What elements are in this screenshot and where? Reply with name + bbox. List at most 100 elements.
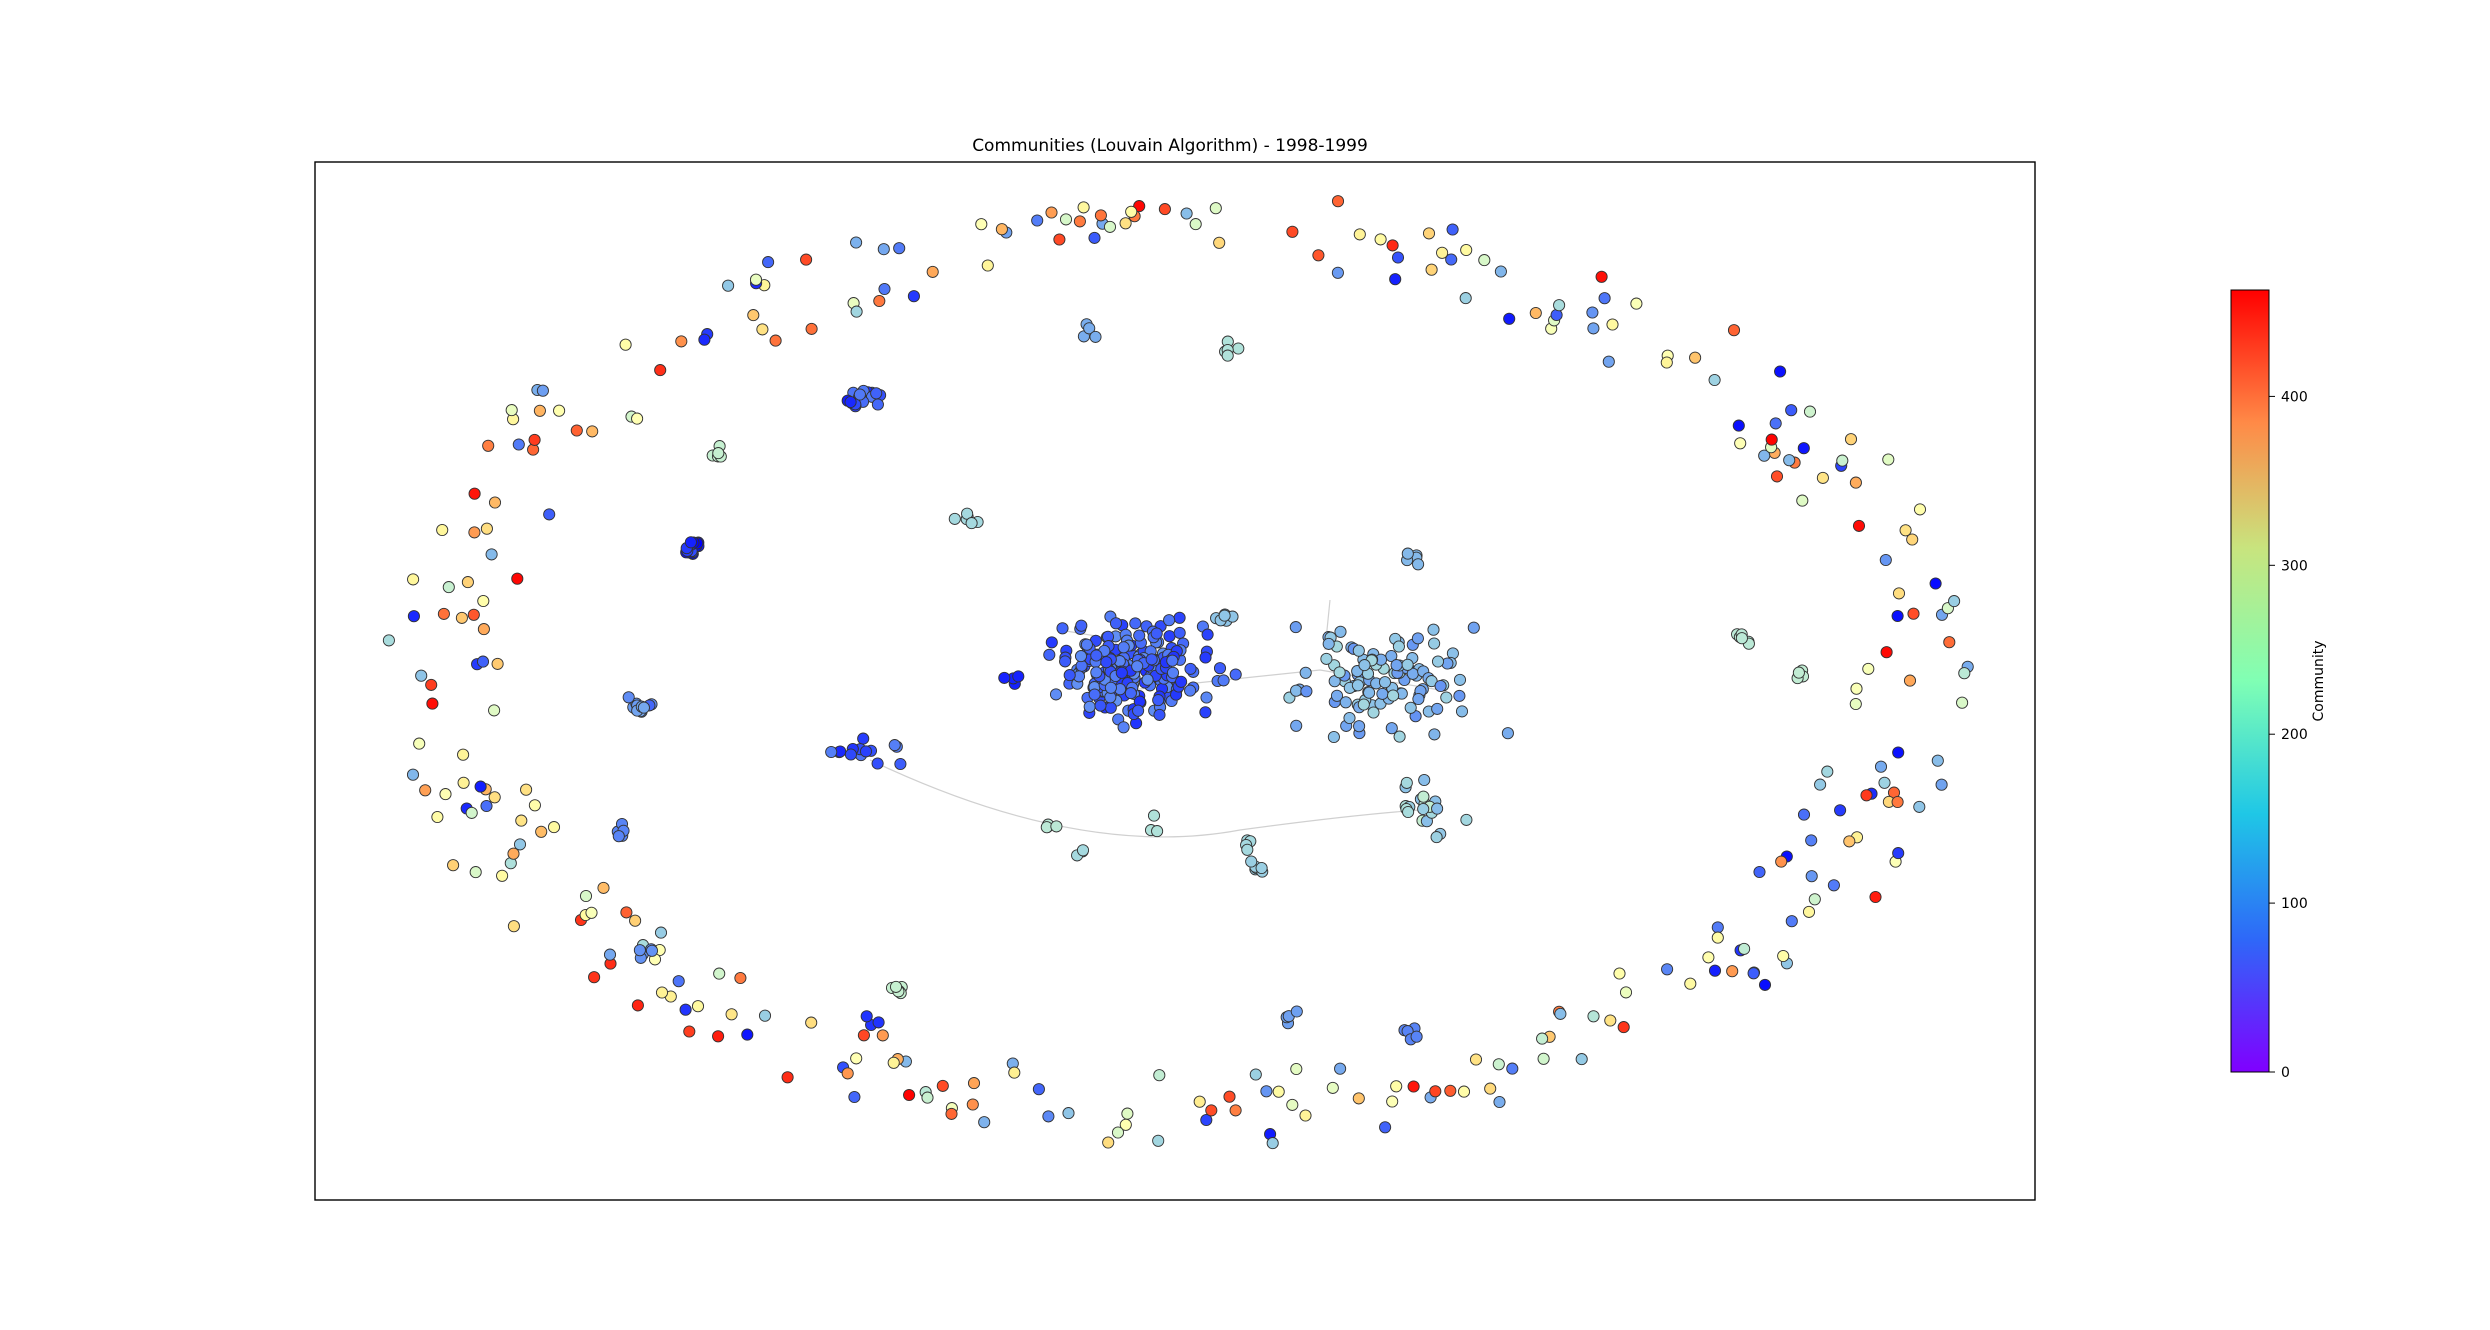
node-56 [482, 439, 495, 452]
node-68 [1684, 977, 1697, 990]
node-172 [1734, 437, 1747, 450]
node-513 [1075, 619, 1088, 632]
node-152 [474, 780, 487, 793]
node-154 [629, 914, 642, 927]
node-93 [1711, 921, 1724, 934]
node-220 [1613, 967, 1626, 980]
colorbar-ticks: 0 100 200 300 400 [2269, 389, 2308, 1081]
node-23 [1331, 195, 1345, 208]
node-629 [1378, 676, 1392, 689]
node-18 [1059, 213, 1073, 226]
node-628 [1453, 689, 1466, 702]
node-304 [887, 1056, 900, 1069]
node-168 [1537, 1052, 1550, 1065]
node-13 [1045, 206, 1058, 219]
node-326 [1738, 942, 1751, 955]
node-107 [1758, 978, 1772, 991]
node-734 [1083, 322, 1096, 335]
node-285 [1765, 433, 1778, 446]
node-323 [1484, 1082, 1497, 1095]
node-15 [1805, 834, 1818, 847]
node-130 [1774, 365, 1787, 378]
node-280 [945, 1107, 958, 1120]
node-646 [1393, 730, 1406, 743]
node-492 [1173, 626, 1186, 639]
node-238 [1843, 835, 1856, 848]
node-776 [1290, 1005, 1303, 1018]
node-512 [1145, 653, 1158, 666]
node-442 [1049, 688, 1063, 701]
node-88 [878, 282, 891, 296]
node-798 [1241, 843, 1254, 856]
node-235 [455, 611, 468, 624]
node-167 [655, 986, 669, 999]
node-157 [619, 338, 632, 351]
node-58 [588, 971, 601, 984]
node-307 [1506, 1062, 1519, 1075]
node-138 [457, 748, 470, 761]
node-807 [1012, 670, 1025, 683]
node-140 [528, 799, 541, 812]
node-641 [1290, 684, 1303, 697]
node-87 [781, 1071, 794, 1084]
node-292 [477, 594, 490, 608]
node-718 [1430, 831, 1443, 844]
node-728 [1417, 802, 1430, 816]
node-532 [1083, 700, 1096, 713]
node-529 [1131, 660, 1144, 673]
node-260 [1708, 373, 1721, 387]
node-129 [477, 623, 490, 636]
node-183 [936, 1079, 949, 1092]
node-284 [1802, 905, 1816, 918]
node-113 [1153, 1069, 1166, 1082]
node-686 [857, 732, 870, 745]
node-193 [749, 273, 763, 286]
colorbar-label: Community [2311, 640, 2327, 721]
node-191 [425, 678, 438, 691]
node-277 [1586, 306, 1599, 319]
node-267 [1425, 263, 1438, 276]
node-740 [1221, 349, 1234, 362]
node-273 [457, 776, 470, 789]
node-77 [1850, 682, 1863, 695]
node-824 [1255, 861, 1268, 875]
node-804 [1076, 844, 1090, 857]
node-327 [1422, 227, 1436, 240]
node-34 [1796, 494, 1809, 507]
node-393 [1229, 668, 1242, 681]
node-94 [1732, 419, 1745, 432]
node-519 [1117, 641, 1130, 654]
node-169 [1878, 776, 1891, 789]
node-208 [1903, 674, 1917, 687]
node-148 [1783, 454, 1796, 467]
node-162 [926, 265, 939, 278]
node-531 [1100, 656, 1113, 669]
node-289 [1785, 915, 1798, 928]
node-209 [1459, 292, 1472, 305]
node-306 [1803, 405, 1817, 418]
node-538 [1094, 699, 1107, 712]
node-535 [1115, 666, 1128, 679]
node-6 [907, 290, 920, 303]
node-67 [713, 967, 726, 980]
node-178 [1821, 765, 1834, 778]
node-242 [476, 655, 490, 668]
node-92 [1862, 662, 1875, 675]
node-329 [579, 889, 593, 903]
node-819 [712, 447, 725, 460]
node-135 [1032, 1083, 1045, 1096]
node-373 [1173, 611, 1186, 624]
node-697 [825, 745, 838, 759]
node-75 [967, 1077, 981, 1090]
node-216 [1753, 865, 1766, 879]
node-1 [570, 424, 583, 437]
node-171 [1158, 203, 1171, 216]
node-309 [877, 243, 890, 256]
node-271 [1334, 1062, 1347, 1075]
node-28 [1619, 986, 1633, 999]
chart-title: Communities (Louvain Algorithm) - 1998-1… [972, 136, 1368, 156]
node-649 [1333, 666, 1346, 679]
node-752 [1401, 547, 1414, 560]
node-308 [1948, 595, 1961, 608]
node-103 [1785, 404, 1798, 417]
